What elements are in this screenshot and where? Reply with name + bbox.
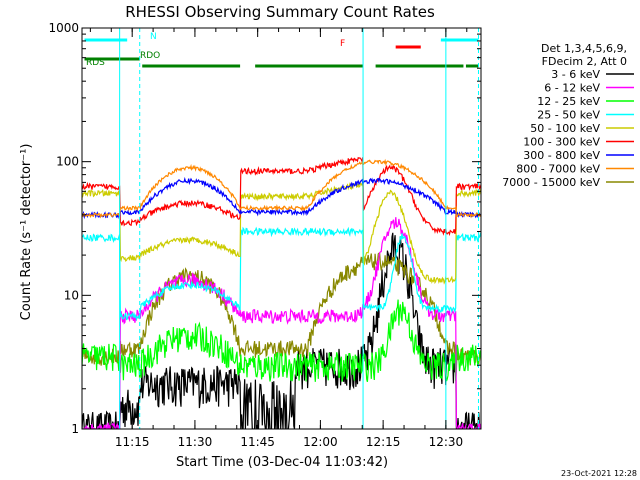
legend-label: 25 - 50 keV [537, 109, 600, 122]
x-axis-label: Start Time (03-Dec-04 11:03:42) [176, 455, 388, 470]
x-tick-label: 12:30 [429, 435, 464, 449]
series-line-50-100-kev [82, 181, 481, 285]
flags-layer: N F RDO RDS [84, 28, 479, 429]
series-line-25-50-kev [82, 226, 481, 322]
y-tick-label: 100 [56, 155, 79, 169]
x-tick-label: 11:30 [178, 435, 213, 449]
series-line-6-12-kev [82, 217, 481, 429]
x-axis: 11:15 11:30 11:45 12:00 12:15 12:30 [89, 28, 468, 449]
legend-label: 12 - 25 keV [537, 95, 600, 108]
legend-header: Det 1,3,4,5,6,9, [541, 42, 627, 55]
legend-label: 3 - 6 keV [551, 68, 600, 81]
plot-frame [81, 27, 482, 430]
flag-label-rds: RDS [86, 58, 105, 68]
series-line-300-800-kev [82, 176, 481, 220]
y-tick-label: 1000 [48, 21, 79, 35]
plot-area: N F RDO RDS [81, 27, 482, 430]
x-tick-label: 12:00 [303, 435, 338, 449]
legend-label: 7000 - 15000 keV [502, 176, 600, 189]
x-tick-label: 12:15 [366, 435, 401, 449]
series-line-800-7000-kev [82, 158, 481, 219]
y-tick-label: 10 [64, 288, 79, 302]
series-line-100-300-kev [82, 156, 481, 237]
series-layer [82, 156, 481, 429]
legend-label: 100 - 300 keV [523, 136, 600, 149]
legend-label: 300 - 800 keV [523, 149, 600, 162]
flag-label-f: F [340, 39, 345, 49]
x-tick-label: 11:15 [115, 435, 150, 449]
flag-label-rdo: RDO [140, 51, 160, 61]
legend: Det 1,3,4,5,6,9,FDecim 2, Att 03 - 6 keV… [502, 42, 634, 189]
series-line-3-6-kev [82, 232, 481, 429]
legend-header: FDecim 2, Att 0 [542, 55, 627, 68]
y-axis: 1 10 100 1000 [48, 21, 481, 436]
legend-label: 800 - 7000 keV [516, 163, 600, 176]
flag-label-n: N [150, 32, 157, 42]
y-tick-label: 1 [71, 422, 79, 436]
x-tick-label: 11:45 [240, 435, 275, 449]
legend-label: 50 - 100 keV [530, 122, 600, 135]
chart-title: RHESSI Observing Summary Count Rates [125, 3, 435, 21]
timestamp: 23-Oct-2021 12:28 [561, 469, 637, 478]
y-axis-label: Count Rate (s⁻¹ detector⁻¹) [19, 144, 34, 321]
legend-label: 6 - 12 keV [544, 82, 600, 95]
series-line-12-25-kev [82, 299, 481, 382]
